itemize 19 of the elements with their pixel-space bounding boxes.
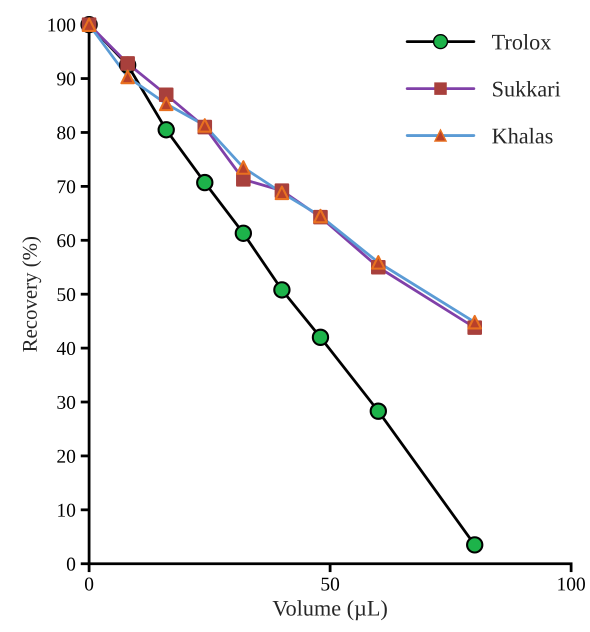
legend-label: Sukkari [493, 80, 560, 97]
y-tick-label: 20 [57, 450, 76, 463]
y-tick-label: 50 [58, 288, 76, 302]
legend-label: Khalas [492, 128, 553, 144]
y-tick-label: 40 [56, 342, 76, 356]
y-tick-label: 70 [58, 180, 76, 194]
y-tick-label: 80 [57, 126, 76, 140]
x-tick-label: 50 [322, 578, 340, 591]
x-tick-label: 0 [84, 578, 94, 591]
x-axis-title: Volume (µL) [272, 600, 387, 620]
y-tick-label: 10 [58, 504, 76, 517]
y-tick-label: 30 [57, 396, 76, 409]
x-tick-label: 100 [558, 578, 585, 591]
y-tick-label: 100 [48, 18, 76, 32]
y-tick-label: 60 [57, 234, 76, 248]
y-axis-title: Recovery (%) [22, 236, 42, 352]
y-tick-label: 90 [57, 72, 76, 86]
legend-label: Trolox [492, 34, 552, 50]
y-tick-label: 0 [66, 558, 76, 571]
